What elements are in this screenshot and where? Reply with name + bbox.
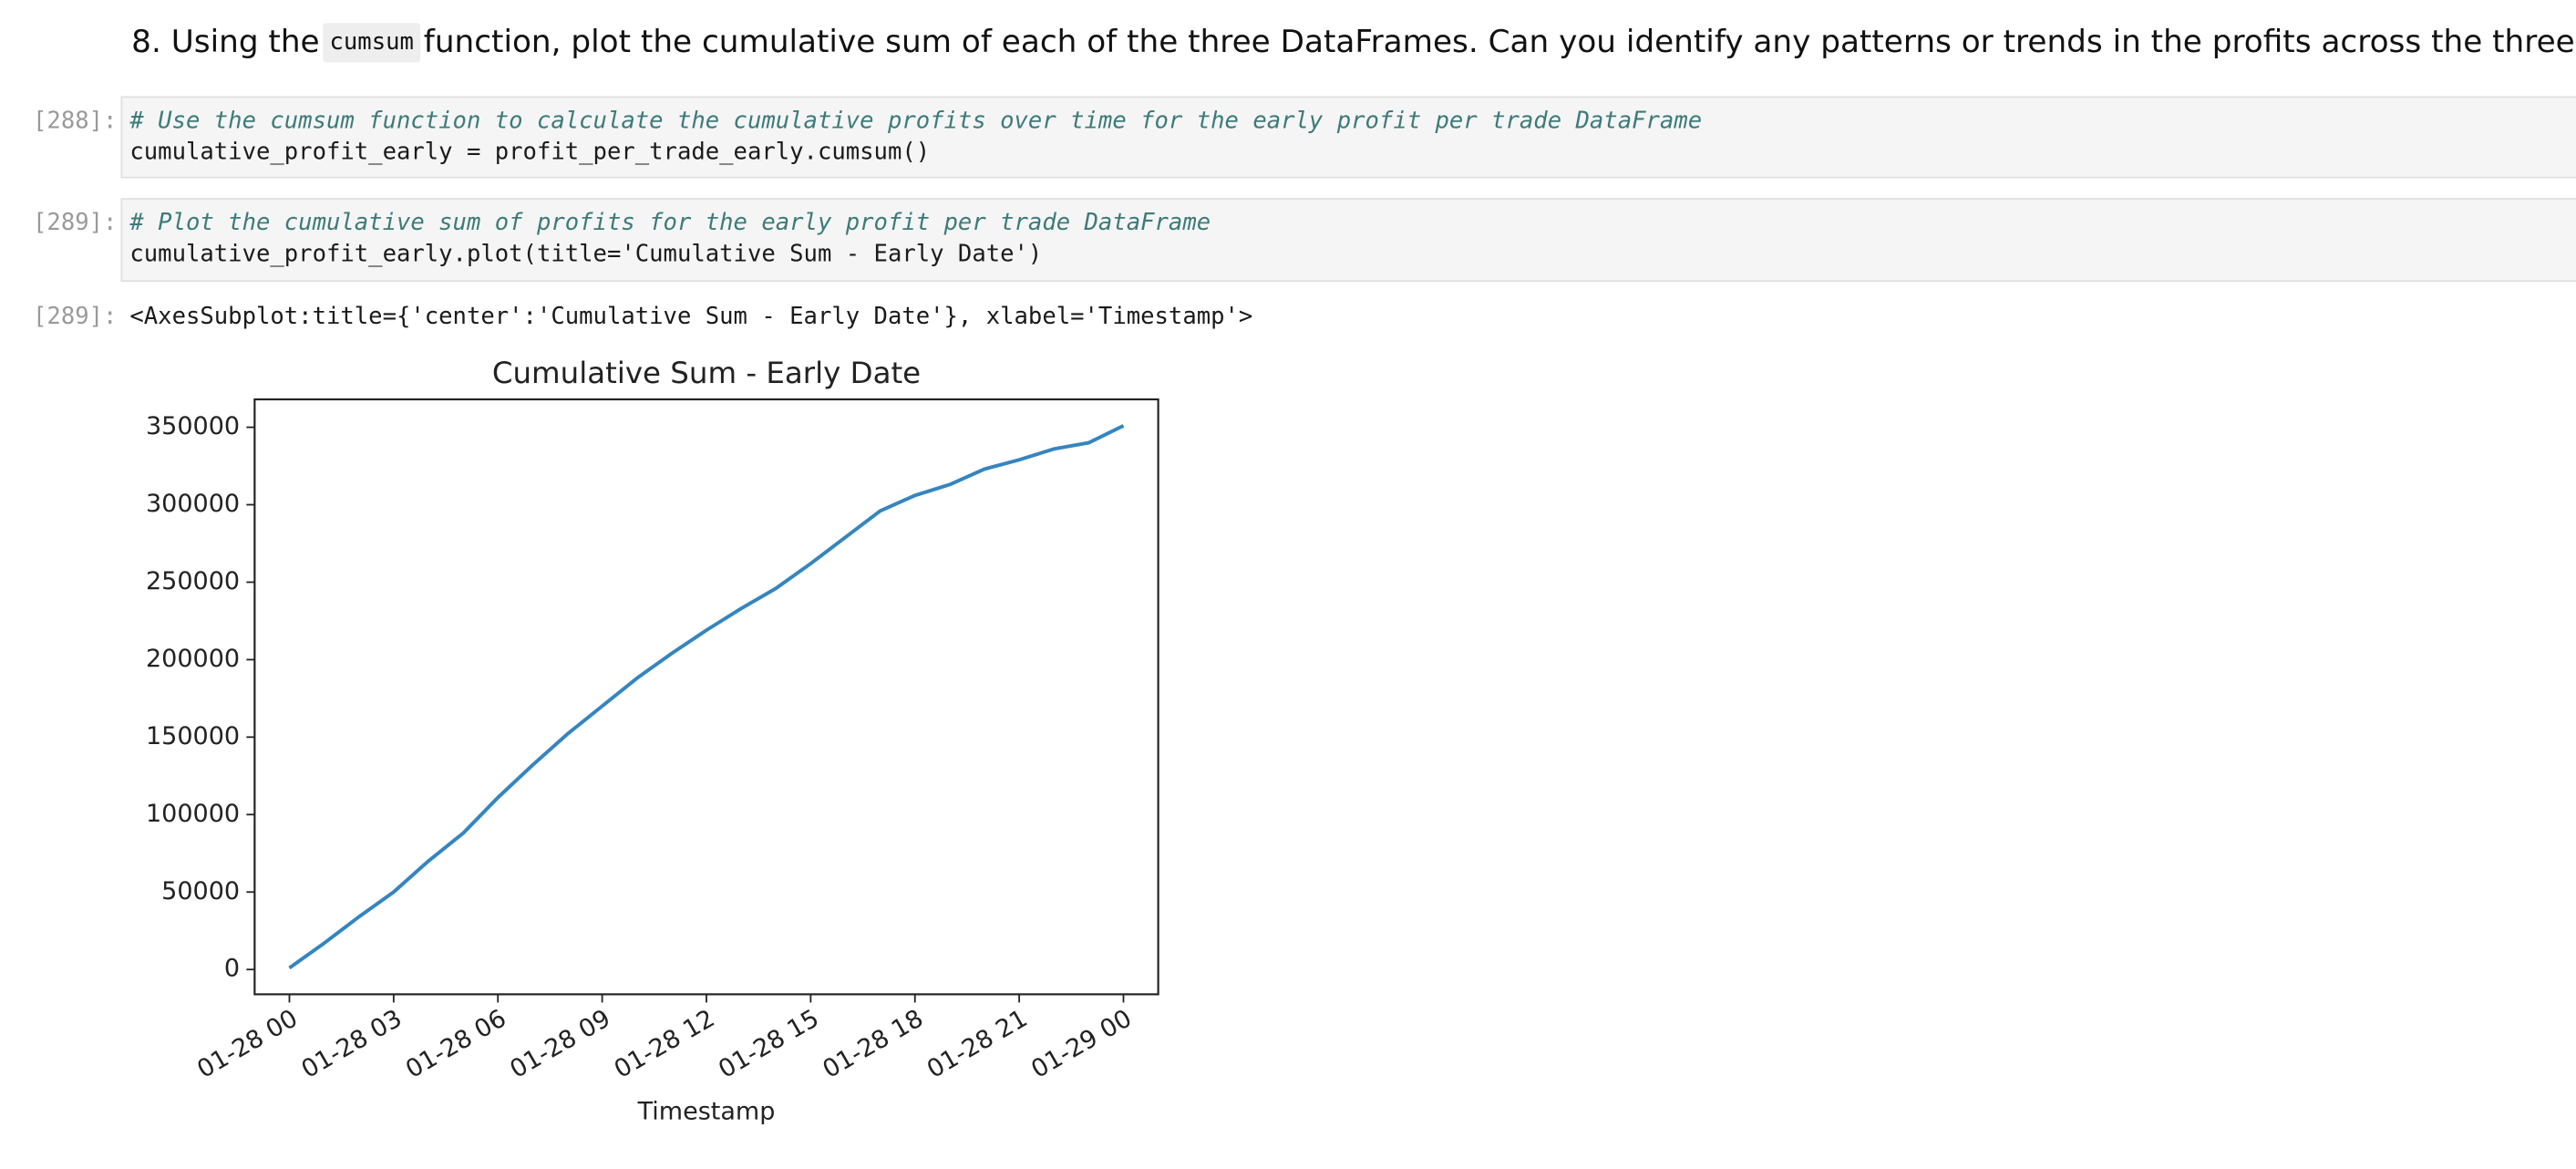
- code-comment: # Use the cumsum function to calculate t…: [129, 107, 1702, 134]
- x-tick-label: 01-28 06: [401, 1004, 511, 1084]
- heading: 8. Using the cumsum function, plot the c…: [131, 23, 2576, 59]
- y-tick-label: 250000: [146, 567, 240, 595]
- x-tick-label: 01-28 03: [297, 1004, 407, 1084]
- heading-text: 8. Using the: [131, 23, 329, 59]
- heading-text: function, plot the cumulative sum of eac…: [414, 23, 2576, 59]
- x-tick-label: 01-28 00: [192, 1004, 303, 1084]
- inline-code: cumsum: [330, 28, 414, 56]
- cell-prompt: [289]:: [33, 209, 117, 236]
- code-line: cumulative_profit_early = profit_per_tra…: [129, 139, 930, 166]
- x-tick-label: 01-28 15: [714, 1004, 824, 1084]
- output-prompt: [289]:: [33, 303, 117, 330]
- cell-prompt: [288]:: [33, 107, 117, 134]
- code-cell[interactable]: [120, 198, 2576, 283]
- y-tick-label: 0: [224, 955, 240, 983]
- x-tick-label: 01-28 21: [922, 1004, 1033, 1084]
- inline-code-bg: [323, 23, 421, 63]
- y-tick-label: 350000: [146, 412, 240, 440]
- plot-frame: [253, 398, 1159, 996]
- y-tick-label: 300000: [146, 490, 240, 518]
- x-tick-label: 01-29 00: [1026, 1004, 1137, 1084]
- y-tick-label: 150000: [146, 722, 240, 750]
- x-tick-label: 01-28 09: [505, 1004, 615, 1084]
- y-tick-label: 200000: [146, 645, 240, 673]
- chart-title: Cumulative Sum - Early Date: [492, 356, 921, 390]
- code-cell[interactable]: [120, 96, 2576, 179]
- code-line: cumulative_profit_early.plot(title='Cumu…: [129, 240, 1042, 267]
- code-comment: # Plot the cumulative sum of profits for…: [129, 209, 1211, 236]
- x-tick-label: 01-28 18: [819, 1004, 929, 1084]
- x-tick-label: 01-28 12: [610, 1004, 720, 1084]
- output-text: <AxesSubplot:title={'center':'Cumulative…: [129, 303, 1252, 330]
- chart: Cumulative Sum - Early Date Timestamp 0 5…: [146, 356, 1159, 1126]
- x-axis-label: Timestamp: [637, 1098, 776, 1126]
- y-tick-label: 100000: [146, 800, 240, 828]
- y-tick-label: 50000: [161, 877, 240, 905]
- data-line: [288, 424, 1125, 970]
